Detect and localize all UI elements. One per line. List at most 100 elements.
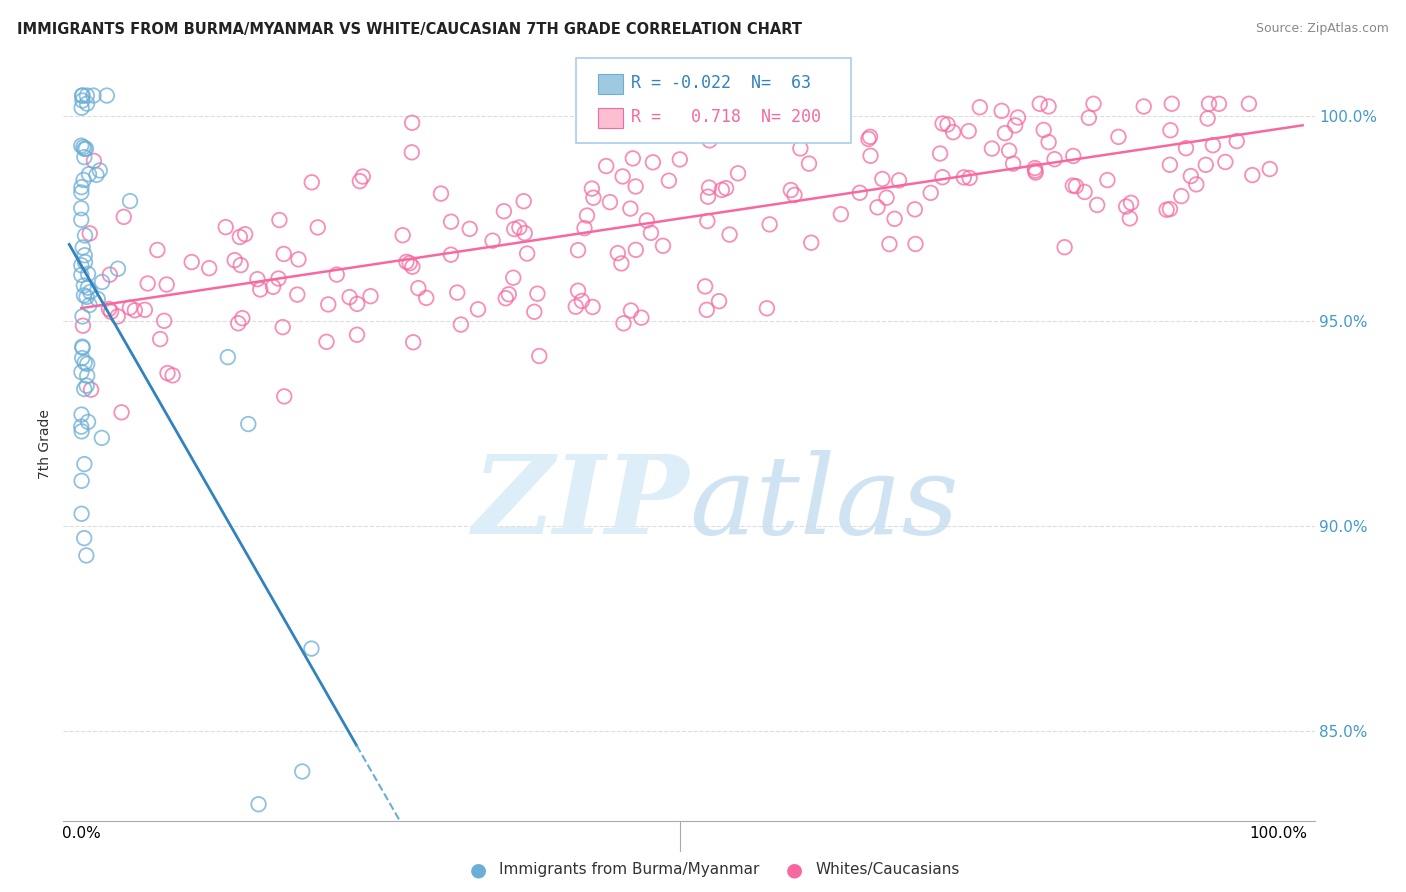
Point <box>440 248 463 262</box>
Point <box>76 280 98 294</box>
Point <box>621 152 644 166</box>
Point <box>1258 161 1281 176</box>
Point <box>346 327 368 342</box>
Point <box>75 142 97 156</box>
Point <box>72 318 94 333</box>
Point <box>231 311 253 326</box>
Point <box>70 365 93 379</box>
Point <box>70 351 93 365</box>
Point <box>1077 111 1099 125</box>
Point <box>797 156 820 170</box>
Text: IMMIGRANTS FROM BURMA/MYANMAR VS WHITE/CAUCASIAN 7TH GRADE CORRELATION CHART: IMMIGRANTS FROM BURMA/MYANMAR VS WHITE/C… <box>17 22 801 37</box>
Text: Immigrants from Burma/Myanmar: Immigrants from Burma/Myanmar <box>499 863 759 877</box>
Point <box>1038 135 1060 149</box>
Point <box>401 145 423 160</box>
Point <box>1025 165 1047 179</box>
Point <box>1159 202 1181 216</box>
Point <box>287 252 309 267</box>
Point <box>969 100 991 114</box>
Point <box>391 228 413 243</box>
Point <box>658 174 681 188</box>
Point <box>75 549 97 563</box>
Point <box>326 268 349 282</box>
Point <box>800 235 823 250</box>
Point <box>124 303 146 318</box>
Point <box>415 291 437 305</box>
Point <box>215 220 238 235</box>
Point <box>72 310 94 324</box>
Point <box>110 405 132 419</box>
Point <box>446 285 468 300</box>
Point <box>1185 178 1208 192</box>
Point <box>581 181 603 195</box>
Point <box>931 170 953 185</box>
Point <box>233 227 256 242</box>
Point <box>153 314 176 328</box>
Point <box>980 142 1002 156</box>
Point <box>606 246 628 260</box>
Point <box>395 255 418 269</box>
Point <box>696 302 718 317</box>
Point <box>247 797 270 812</box>
Point <box>73 150 96 164</box>
Point <box>249 282 271 296</box>
Point <box>567 284 589 298</box>
Point <box>301 641 323 656</box>
Point <box>998 144 1021 158</box>
Text: ZIP: ZIP <box>472 450 689 558</box>
Point <box>1062 149 1084 163</box>
Point <box>1029 96 1052 111</box>
Point <box>73 531 96 545</box>
Point <box>599 195 621 210</box>
Point <box>502 270 524 285</box>
Point <box>1062 178 1084 193</box>
Point <box>671 113 693 128</box>
Point <box>401 116 423 130</box>
Point <box>1064 179 1087 194</box>
Point <box>134 302 156 317</box>
Point <box>136 277 159 291</box>
Point <box>619 202 641 216</box>
Point <box>636 213 658 227</box>
Point <box>697 180 720 194</box>
Point <box>352 169 374 184</box>
Point <box>1115 200 1137 214</box>
Point <box>755 301 778 316</box>
Point <box>238 417 260 431</box>
Point <box>595 159 617 173</box>
Point <box>904 237 927 252</box>
Point <box>180 255 202 269</box>
Point <box>1160 96 1182 111</box>
Point <box>70 201 93 215</box>
Point <box>229 230 252 244</box>
Point <box>450 318 472 332</box>
Point <box>87 292 110 306</box>
Text: Whites/Caucasians: Whites/Caucasians <box>815 863 960 877</box>
Point <box>1159 123 1181 137</box>
Point <box>73 382 96 396</box>
Point <box>73 457 96 471</box>
Point <box>778 123 800 137</box>
Point <box>630 310 652 325</box>
Point <box>72 340 94 354</box>
Point <box>936 118 959 132</box>
Point <box>118 194 141 208</box>
Text: Source: ZipAtlas.com: Source: ZipAtlas.com <box>1256 22 1389 36</box>
Point <box>73 255 96 269</box>
Point <box>699 133 721 147</box>
Point <box>523 305 546 319</box>
Point <box>1119 211 1142 226</box>
Point <box>91 275 114 289</box>
Point <box>779 183 801 197</box>
Point <box>1032 123 1054 137</box>
Point <box>931 116 953 130</box>
Point <box>70 186 93 200</box>
Text: atlas: atlas <box>689 450 959 558</box>
Point <box>1208 96 1230 111</box>
Point <box>1097 173 1119 187</box>
Point <box>146 243 169 257</box>
Point <box>789 141 811 155</box>
Point <box>118 301 141 315</box>
Point <box>1202 138 1225 153</box>
Point <box>273 389 295 403</box>
